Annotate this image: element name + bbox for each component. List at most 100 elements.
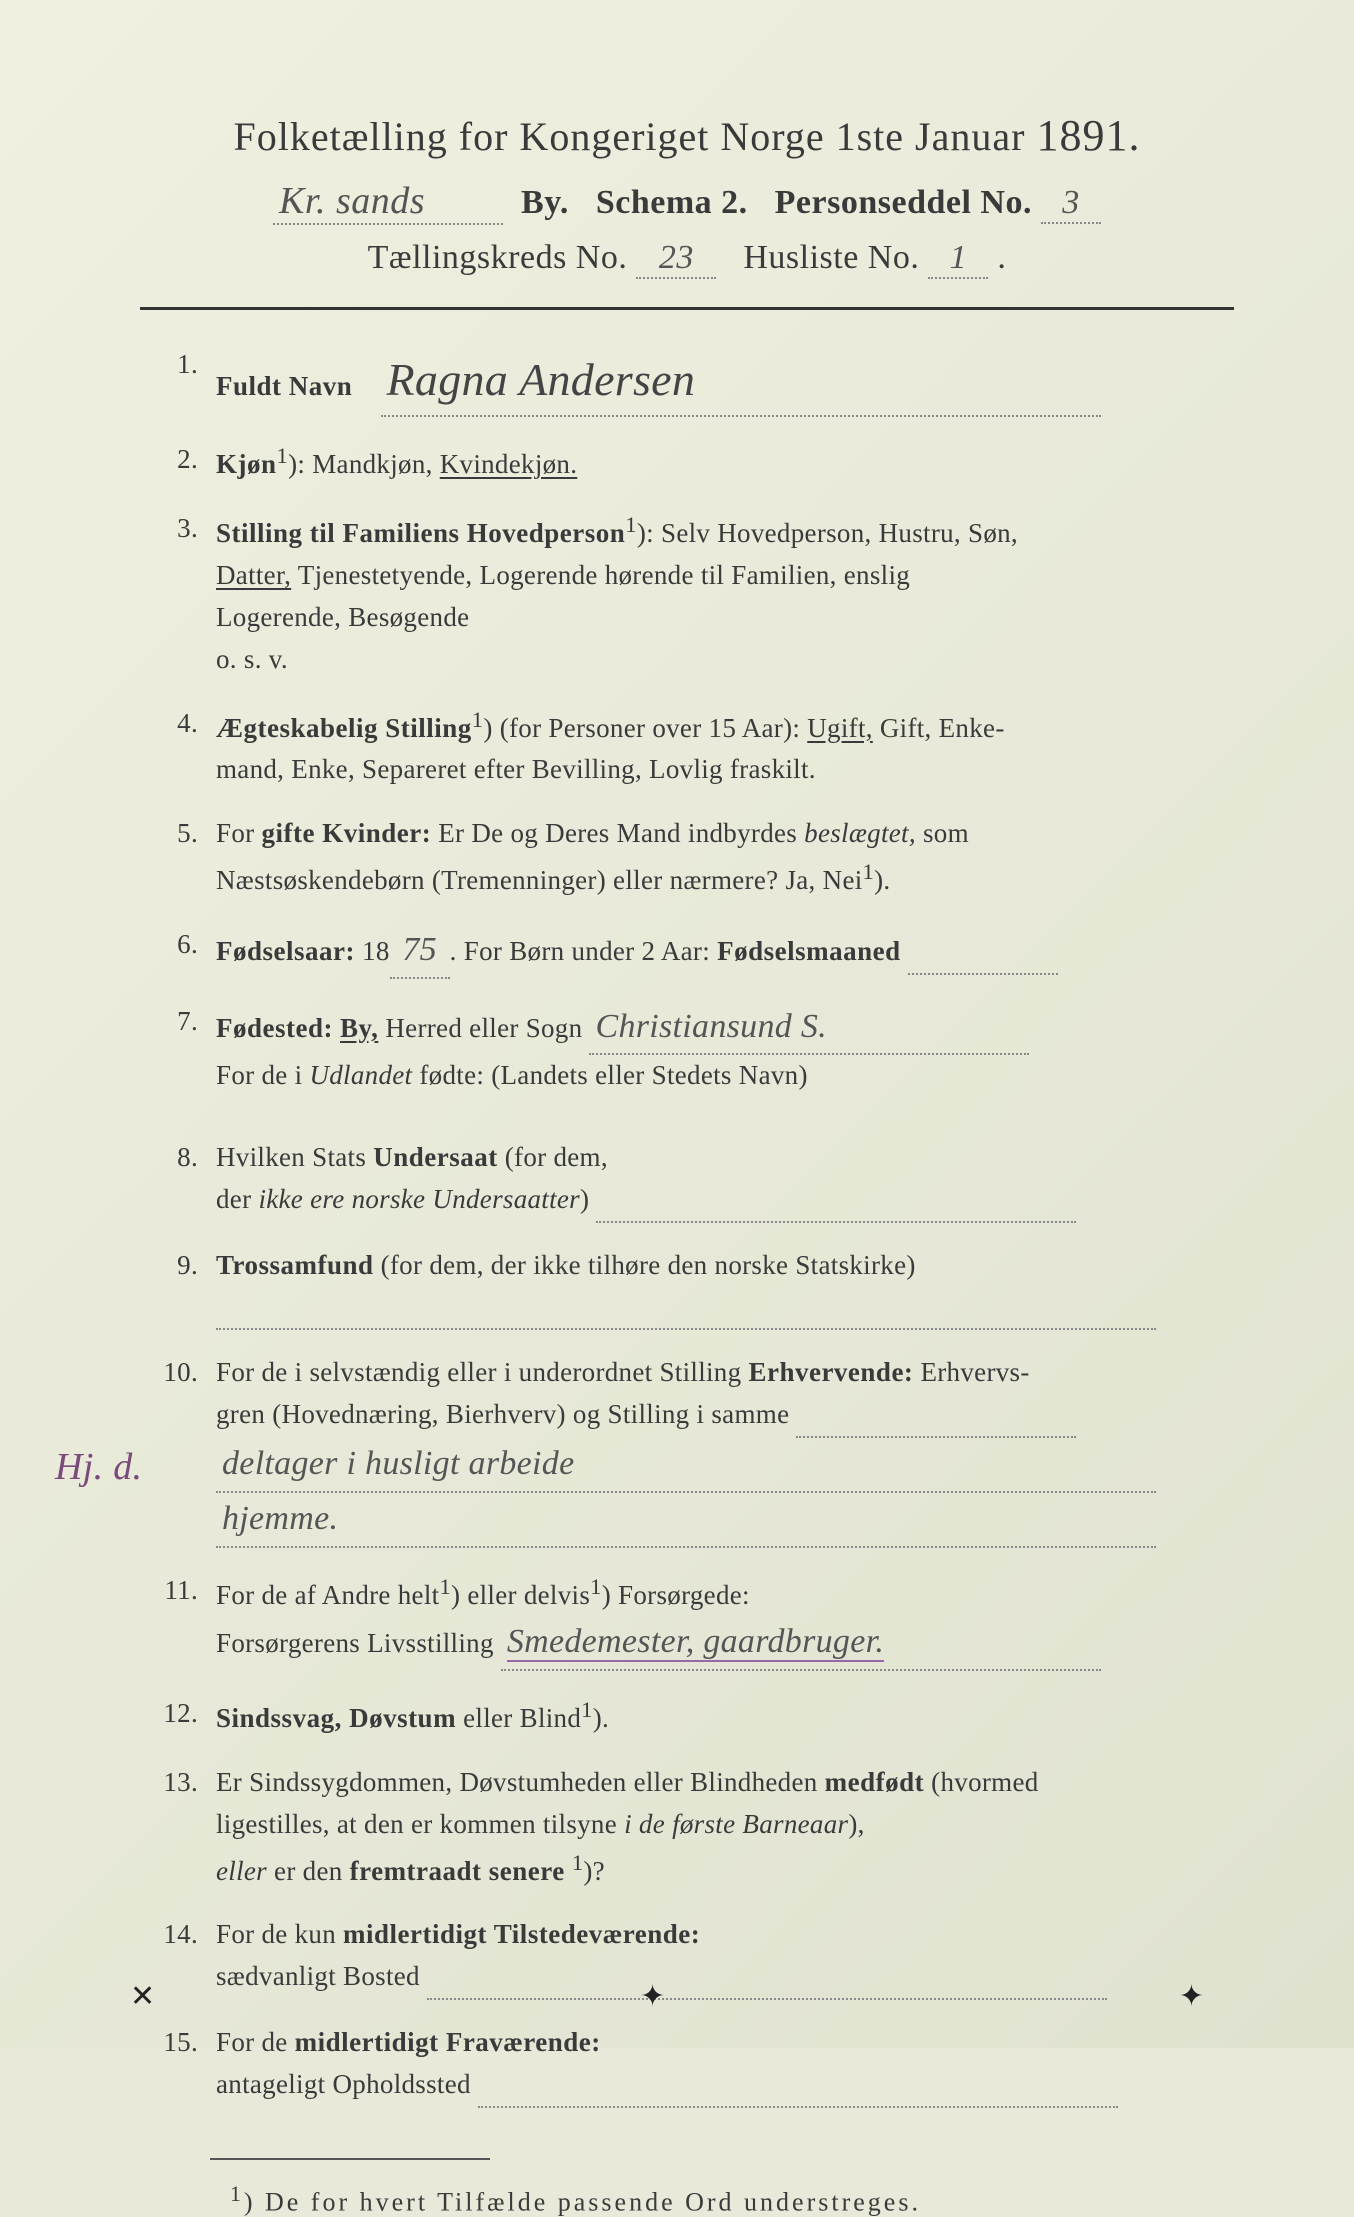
header-rule — [140, 307, 1234, 310]
erhv-hw2-row: hjemme. — [216, 1493, 1224, 1548]
footnote-text: ) De for hvert Tilfælde passende Ord und… — [244, 2187, 921, 2216]
fors-field: Smedemester, gaardbruger. — [501, 1616, 1101, 1671]
frav-l1a: For de — [216, 2027, 295, 2057]
frav-field — [478, 2064, 1118, 2108]
stilling-line3: o. s. v. — [216, 639, 1224, 681]
sind-rest: eller Blind — [456, 1703, 581, 1733]
tilst-label: midlertidigt Tilstedeværende: — [343, 1919, 700, 1949]
frav-label: midlertidigt Fraværende: — [295, 2027, 601, 2057]
erhv-hw2: hjemme. — [222, 1500, 338, 1537]
maaned-field — [908, 931, 1058, 975]
husliste-no: 1 — [928, 239, 988, 279]
item-num: 5. — [150, 813, 216, 902]
item-body: For de i selvstændig eller i underordnet… — [216, 1352, 1224, 1547]
personseddel-label: Personseddel No. — [775, 184, 1032, 221]
stilling-line2b: Logerende, Besøgende — [216, 597, 1224, 639]
erhv-l2-text: gren (Hovednæring, Bierhverv) og Stillin… — [216, 1399, 789, 1429]
item-12: 12. Sindssvag, Døvstum eller Blind1). — [150, 1693, 1224, 1740]
erhv-hw1: deltager i husligt arbeide — [222, 1445, 574, 1482]
kreds-label: Tællingskreds No. — [368, 239, 628, 276]
item-body: Hvilken Stats Undersaat (for dem, der ik… — [216, 1137, 1224, 1223]
sup: 1 — [472, 707, 484, 732]
gifte-i1: beslægtet, — [804, 818, 916, 848]
fodested-label: Fødested: — [216, 1013, 333, 1043]
item-num: 7. — [150, 1001, 216, 1098]
undersaat-line2: der ikke ere norske Undersaatter) — [216, 1179, 1224, 1223]
kjon-options: Mandkjøn, — [312, 449, 440, 479]
sinds-l3c: )? — [583, 1856, 605, 1886]
gifte-l1a: Er De og Deres Mand indbyrdes — [431, 818, 804, 848]
sup: 1 — [625, 512, 637, 537]
title-line-2: Kr. sands By. Schema 2. Personseddel No.… — [140, 179, 1234, 225]
undersaat-field — [596, 1179, 1076, 1223]
sup: 1 — [439, 1574, 451, 1599]
personseddel-no: 3 — [1041, 184, 1101, 224]
sinds-b2: fremtraadt senere — [350, 1856, 565, 1886]
personseddel-hw: 3 — [1062, 184, 1080, 221]
item-body: Ægteskabelig Stilling1) (for Personer ov… — [216, 703, 1224, 792]
erhv-l1a: For de i selvstændig eller i underordnet… — [216, 1357, 748, 1387]
footnote-sup: 1 — [230, 2182, 244, 2206]
footnote: 1) De for hvert Tilfælde passende Ord un… — [140, 2182, 1234, 2217]
schema-label: Schema 2. — [596, 184, 748, 221]
fodested-l2b: fødte: (Landets eller Stedets Navn) — [412, 1060, 807, 1090]
item-1: 1. Fuldt Navn Ragna Andersen — [150, 344, 1224, 417]
stilling-line2: Datter, Tjenestetyende, Logerende hørend… — [216, 555, 1224, 597]
fuldt-navn-label: Fuldt Navn — [216, 371, 352, 401]
tilst-field — [427, 1956, 1107, 2000]
pin-mark-center: ✦ — [640, 1979, 665, 2014]
item-num: 6. — [150, 924, 216, 979]
maaned-label: Fødselsmaaned — [717, 936, 901, 966]
undersaat-l2b: ) — [580, 1184, 589, 1214]
sup: 1 — [590, 1574, 602, 1599]
name-field: Ragna Andersen — [381, 344, 1101, 417]
stilling-line2a: Tjenestetyende, Logerende hørende til Fa… — [291, 560, 910, 590]
item-num: 9. — [150, 1245, 216, 1331]
sind-label: Sindssvag, Døvstum — [216, 1703, 456, 1733]
item-body: Stilling til Familiens Hovedperson1): Se… — [216, 508, 1224, 680]
undersaat-l2a: der — [216, 1184, 258, 1214]
aegte-line1b: Gift, Enke- — [873, 713, 1005, 743]
sup: 1 — [863, 859, 875, 884]
item-num: 11. — [150, 1570, 216, 1672]
sinds-b1: medfødt — [825, 1767, 925, 1797]
item-body: Er Sindssygdommen, Døvstumheden eller Bl… — [216, 1762, 1224, 1893]
item-num: 4. — [150, 703, 216, 792]
gifte-l2: Næstsøskendebørn (Tremenninger) eller næ… — [216, 865, 863, 895]
item-3: 3. Stilling til Familiens Hovedperson1):… — [150, 508, 1224, 680]
erhv-field2: hjemme. — [216, 1493, 1156, 1548]
erhv-hw1-row: deltager i husligt arbeide — [216, 1438, 1224, 1493]
aegte-selected: Ugift, — [807, 713, 873, 743]
item-body: Fødselsaar: 1875. For Børn under 2 Aar: … — [216, 924, 1224, 979]
item-10: Hj. d. 10. For de i selvstændig eller i … — [150, 1352, 1224, 1547]
item-num: 2. — [150, 439, 216, 486]
item-body: Kjøn1): Mandkjøn, Kvindekjøn. — [216, 439, 1224, 486]
item-13: 13. Er Sindssygdommen, Døvstumheden elle… — [150, 1762, 1224, 1893]
stilling-label: Stilling til Familiens Hovedperson — [216, 518, 625, 548]
pin-mark-right: ✦ — [1179, 1979, 1204, 2014]
year-prefix: 18 — [362, 936, 390, 966]
spacer — [150, 1119, 1224, 1137]
sinds-line2: ligestilles, at den er kommen tilsyne i … — [216, 1804, 1224, 1846]
fodsel-label: Fødselsaar: — [216, 936, 355, 966]
form-items: 1. Fuldt Navn Ragna Andersen 2. Kjøn1): … — [140, 344, 1234, 2108]
kjon-label: Kjøn — [216, 449, 277, 479]
tros-label: Trossamfund — [216, 1250, 374, 1280]
item-15: 15. For de midlertidigt Fraværende: anta… — [150, 2022, 1224, 2108]
pin-mark-left: ✕ — [130, 1979, 155, 2014]
item-body: Fuldt Navn Ragna Andersen — [216, 344, 1224, 417]
item-num: 14. — [150, 1914, 216, 2000]
item-body: Trossamfund (for dem, der ikke tilhøre d… — [216, 1245, 1224, 1331]
city-handwritten: Kr. sands — [279, 179, 425, 223]
fors-l1c: ) Forsørgede: — [602, 1580, 750, 1610]
item-num: 10. — [150, 1352, 216, 1547]
margin-note: Hj. d. — [55, 1438, 142, 1497]
kreds-no: 23 — [636, 239, 716, 279]
sind-end: ). — [593, 1703, 609, 1733]
item-4: 4. Ægteskabelig Stilling1) (for Personer… — [150, 703, 1224, 792]
item-num: 1. — [150, 344, 216, 417]
fors-hw: Smedemester, gaardbruger. — [507, 1623, 884, 1662]
item-body: Sindssvag, Døvstum eller Blind1). — [216, 1693, 1224, 1740]
item-body: For de kun midlertidigt Tilstedeværende:… — [216, 1914, 1224, 2000]
kjon-selected: Kvindekjøn. — [440, 449, 578, 479]
